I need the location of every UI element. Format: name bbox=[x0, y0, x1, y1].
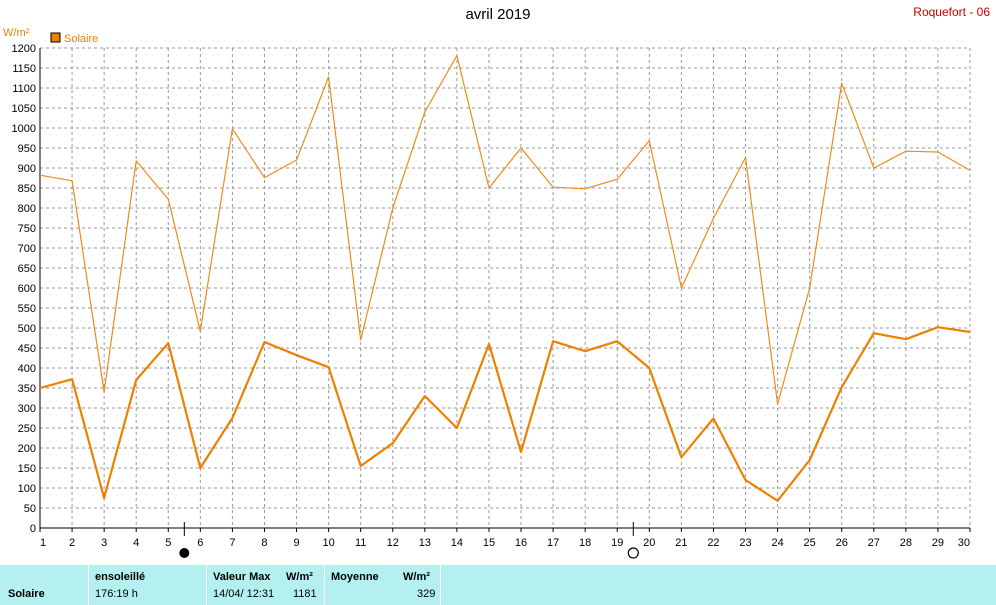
y-tick-label: 900 bbox=[18, 163, 36, 175]
x-tick-label: 13 bbox=[419, 537, 431, 549]
x-tick-label: 25 bbox=[804, 537, 816, 549]
chart-series bbox=[39, 54, 971, 502]
full-moon-icon bbox=[627, 547, 639, 559]
x-tick-label: 19 bbox=[611, 537, 623, 549]
moon-phases bbox=[179, 522, 639, 559]
y-axis-unit: W/m² bbox=[3, 27, 30, 39]
x-tick-label: 10 bbox=[322, 537, 334, 549]
max-header: Valeur Max bbox=[213, 571, 271, 583]
y-tick-label: 0 bbox=[30, 523, 36, 535]
y-tick-label: 550 bbox=[18, 303, 36, 315]
y-tick-label: 1050 bbox=[12, 103, 36, 115]
legend-label: Solaire bbox=[64, 33, 98, 45]
mean-value: 329 bbox=[417, 588, 436, 600]
x-tick-label: 12 bbox=[387, 537, 399, 549]
x-tick-label: 11 bbox=[355, 537, 366, 549]
summary-empty-cell bbox=[440, 565, 996, 605]
summary-panel: Solaire ensoleillé 176:19 h Valeur Max W… bbox=[0, 565, 996, 605]
chart-legend: Solaire bbox=[50, 32, 98, 45]
y-tick-label: 1000 bbox=[12, 123, 36, 135]
x-tick-label: 15 bbox=[483, 537, 495, 549]
y-tick-label: 1150 bbox=[12, 63, 36, 75]
mean-unit: W/m² bbox=[403, 571, 430, 583]
y-tick-label: 950 bbox=[18, 143, 36, 155]
max-unit: W/m² bbox=[286, 571, 313, 583]
station-name: Roquefort - 06 bbox=[913, 5, 990, 19]
chart-axes: 0 50 100 150 200 250 300 350 400 450 500 550 600 650 7… bbox=[12, 43, 971, 549]
x-tick-label: 14 bbox=[451, 537, 463, 549]
x-tick-label: 2 bbox=[69, 537, 75, 549]
x-tick-label: 6 bbox=[197, 537, 203, 549]
series-line-max bbox=[39, 54, 971, 405]
y-tick-label: 1100 bbox=[12, 83, 36, 95]
x-tick-label: 9 bbox=[293, 537, 299, 549]
chart-title: avril 2019 bbox=[465, 6, 531, 23]
legend-swatch bbox=[50, 32, 61, 43]
x-tick-label: 28 bbox=[900, 537, 912, 549]
x-tick-label: 23 bbox=[739, 537, 751, 549]
y-tick-label: 400 bbox=[18, 363, 36, 375]
x-tick-label: 18 bbox=[579, 537, 591, 549]
y-tick-label: 850 bbox=[18, 183, 36, 195]
x-tick-label: 26 bbox=[836, 537, 848, 549]
new-moon-icon bbox=[179, 548, 190, 558]
x-tick-label: 5 bbox=[165, 537, 171, 549]
x-tick-label: 3 bbox=[101, 537, 107, 549]
mean-header: Moyenne bbox=[331, 571, 379, 583]
y-tick-label: 700 bbox=[18, 243, 36, 255]
y-tick-label: 450 bbox=[18, 343, 36, 355]
y-tick-label: 150 bbox=[18, 463, 36, 475]
x-tick-label: 17 bbox=[547, 537, 559, 549]
y-tick-label: 350 bbox=[18, 383, 36, 395]
max-date: 14/04/ 12:31 bbox=[213, 588, 275, 600]
sunshine-header: ensoleillé bbox=[95, 571, 146, 583]
sunshine-cell: ensoleillé 176:19 h bbox=[88, 565, 207, 605]
x-tick-label: 22 bbox=[707, 537, 719, 549]
y-tick-label: 500 bbox=[18, 323, 36, 335]
y-tick-label: 100 bbox=[18, 483, 36, 495]
chart-grid bbox=[40, 47, 971, 528]
x-tick-label: 8 bbox=[261, 537, 267, 549]
x-tick-label: 27 bbox=[868, 537, 880, 549]
x-tick-label: 21 bbox=[675, 537, 687, 549]
x-tick-label: 30 bbox=[958, 537, 970, 549]
y-tick-label: 800 bbox=[18, 203, 36, 215]
max-value: 1181 bbox=[293, 588, 317, 600]
x-tick-label: 7 bbox=[229, 537, 235, 549]
y-tick-label: 600 bbox=[18, 283, 36, 295]
x-tick-label: 16 bbox=[515, 537, 527, 549]
x-tick-label: 20 bbox=[643, 537, 655, 549]
y-tick-label: 1200 bbox=[12, 43, 36, 55]
sunshine-value: 176:19 h bbox=[95, 588, 138, 600]
x-tick-label: 4 bbox=[133, 537, 139, 549]
y-tick-label: 300 bbox=[18, 403, 36, 415]
max-cell: Valeur Max W/m² 14/04/ 12:31 1181 bbox=[206, 565, 325, 605]
mean-cell: Moyenne W/m² 329 bbox=[324, 565, 441, 605]
summary-series-label: Solaire bbox=[8, 588, 45, 600]
y-tick-label: 200 bbox=[18, 443, 36, 455]
series-line-mean bbox=[39, 326, 971, 502]
y-tick-label: 650 bbox=[18, 263, 36, 275]
solar-chart: 0 50 100 150 200 250 300 350 400 450 500 550 600 650 7… bbox=[3, 27, 971, 559]
x-tick-label: 29 bbox=[932, 537, 944, 549]
y-tick-label: 50 bbox=[24, 503, 36, 515]
x-tick-label: 1 bbox=[40, 537, 46, 549]
x-tick-label: 24 bbox=[771, 537, 783, 549]
y-tick-label: 750 bbox=[18, 223, 36, 235]
y-tick-label: 250 bbox=[18, 423, 36, 435]
